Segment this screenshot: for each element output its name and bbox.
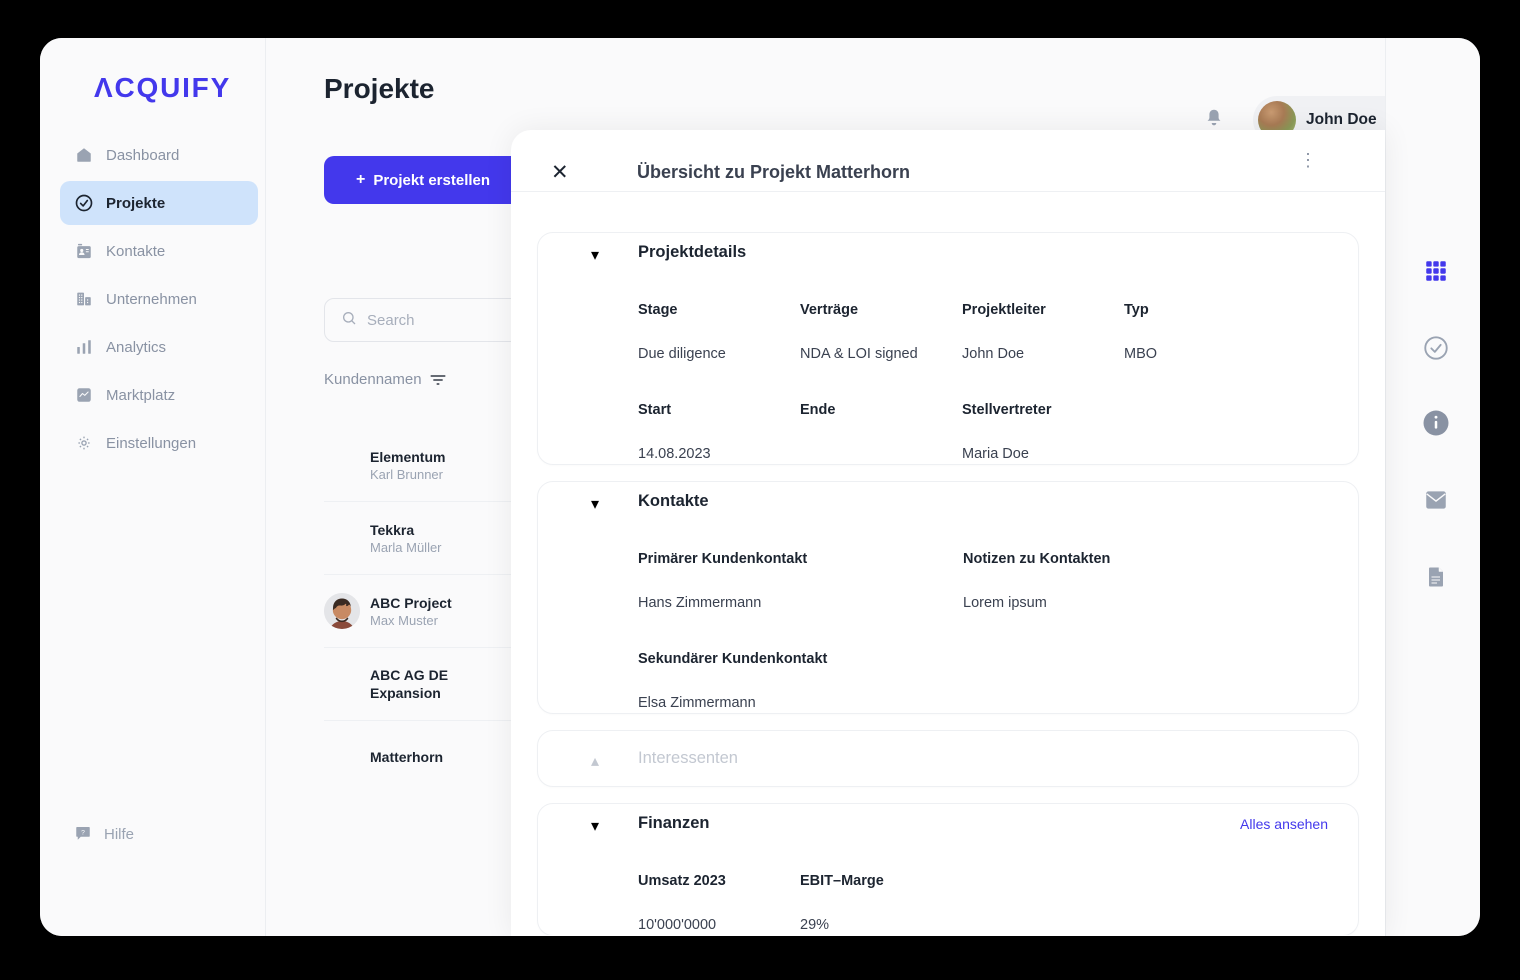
svg-text:?: ?	[81, 830, 85, 837]
